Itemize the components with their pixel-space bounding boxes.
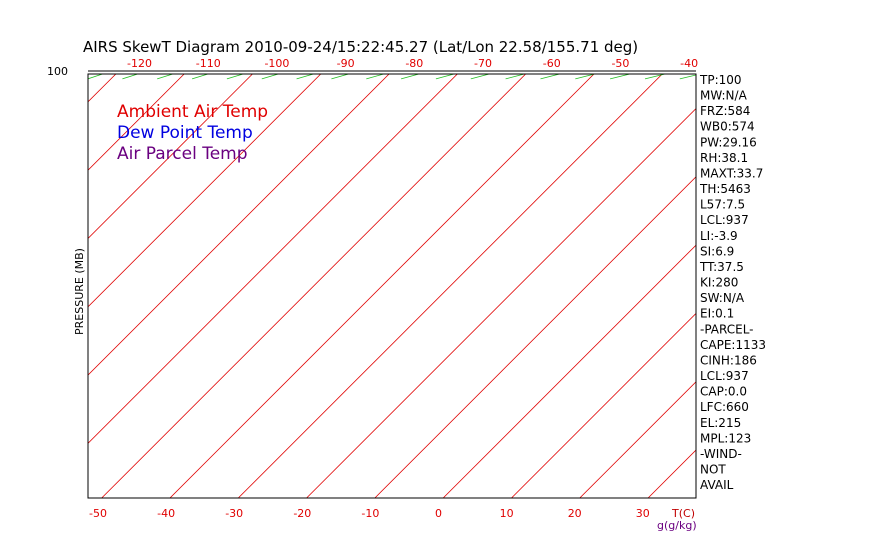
isotherm — [306, 107, 696, 498]
bottom-temperature-label: -40 — [157, 507, 175, 520]
isotherm — [374, 176, 696, 498]
isotherm — [169, 74, 595, 498]
dry-adiabat — [644, 74, 667, 80]
isotherm — [88, 74, 322, 308]
top-temperature-labels: -120 -110 -100 -90 -80 -70 -60 -50 -40 — [127, 57, 698, 70]
plot-frame — [87, 73, 697, 499]
stat-item: TH:5463 — [699, 182, 751, 196]
top-temperature-label: -100 — [264, 57, 289, 70]
grid-lines — [0, 0, 870, 498]
isotherm — [785, 74, 870, 498]
isotherm — [88, 74, 458, 444]
bottom-temperature-label: -20 — [293, 507, 311, 520]
stat-item: LCL:937 — [700, 213, 749, 227]
isotherm — [853, 74, 870, 498]
dry-adiabat — [610, 74, 632, 80]
dry-adiabat — [819, 0, 870, 79]
isotherm — [647, 449, 696, 498]
y-axis-label: PRESSURE (MB) — [73, 248, 86, 335]
isobars — [88, 70, 696, 72]
isotherm — [88, 74, 117, 103]
top-temperature-label: -120 — [127, 57, 152, 70]
legend-entry: Dew Point Temp — [117, 123, 253, 143]
stat-item: KI:280 — [700, 276, 738, 290]
bottom-temperature-label: 30 — [636, 507, 650, 520]
bottom-temperature-labels: -50 -40 -30 -20 -10 0 10 20 30 — [89, 507, 650, 520]
dry-adiabat — [784, 0, 870, 79]
bottom-temperature-label: -10 — [361, 507, 379, 520]
isotherm — [0, 74, 48, 498]
dry-adiabat — [715, 0, 870, 79]
stat-item: RH:38.1 — [700, 151, 748, 165]
pressure-tick-labels: 1002003004005006007008009001000 — [47, 65, 68, 78]
pressure-tick-label: 100 — [47, 65, 68, 78]
isotherm — [101, 74, 526, 498]
bottom-temperature-label: 20 — [568, 507, 582, 520]
top-temperature-label: -110 — [196, 57, 221, 70]
mixing-ratio-unit: g(g/kg) — [657, 519, 697, 532]
stat-item: TT:37.5 — [699, 260, 744, 274]
stat-item: CAP:0.0 — [700, 385, 747, 399]
stat-item: MAXT:33.7 — [700, 166, 763, 180]
dry-adiabat — [750, 0, 870, 79]
top-temperature-label: -70 — [474, 57, 492, 70]
stat-item: MPL:123 — [700, 431, 751, 445]
stat-item: CINH:186 — [700, 353, 757, 367]
stat-item: FRZ:584 — [700, 104, 750, 118]
x-axis-label: T(C) — [671, 507, 695, 520]
dry-adiabat — [679, 74, 696, 80]
top-temperature-label: -40 — [680, 57, 698, 70]
stat-item: EI:0.1 — [700, 307, 734, 321]
isotherm — [442, 244, 696, 498]
chart-title: AIRS SkewT Diagram 2010-09-24/15:22:45.2… — [83, 38, 638, 56]
isotherm — [579, 381, 696, 498]
stat-item: SI:6.9 — [700, 244, 734, 258]
legend-entry: Air Parcel Temp — [117, 144, 248, 164]
top-temperature-label: -90 — [337, 57, 355, 70]
stat-item: NOT — [700, 463, 726, 477]
stat-item: LFC:660 — [700, 400, 749, 414]
stat-item: PW:29.16 — [700, 135, 757, 149]
bottom-temperature-label: 10 — [500, 507, 514, 520]
stat-item: CAPE:1133 — [700, 338, 766, 352]
dry-adiabat — [854, 0, 870, 79]
isotherm — [237, 74, 663, 498]
stat-item: -WIND- — [700, 447, 742, 461]
stat-item: EL:215 — [700, 416, 741, 430]
bottom-temperature-label: -30 — [225, 507, 243, 520]
bottom-temperature-label: -50 — [89, 507, 107, 520]
stat-item: LI:-3.9 — [700, 229, 738, 243]
isotherm — [88, 74, 185, 171]
isotherm — [511, 312, 696, 498]
stat-item: TP:100 — [699, 73, 742, 87]
stat-item: LCL:937 — [700, 369, 749, 383]
stat-item: L57:7.5 — [700, 198, 745, 212]
stat-item: SW:N/A — [700, 291, 745, 305]
isotherm — [88, 74, 390, 376]
stat-item: MW:N/A — [700, 89, 748, 103]
top-temperature-label: -50 — [611, 57, 629, 70]
top-temperature-label: -80 — [405, 57, 423, 70]
top-temperature-label: -60 — [543, 57, 561, 70]
stat-item: WB0:574 — [700, 120, 755, 134]
stat-item: AVAIL — [700, 478, 734, 492]
bottom-temperature-label: 0 — [435, 507, 442, 520]
legend-entry: Ambient Air Temp — [117, 102, 268, 122]
stat-item: -PARCEL- — [700, 322, 754, 336]
isotherm — [88, 74, 253, 240]
